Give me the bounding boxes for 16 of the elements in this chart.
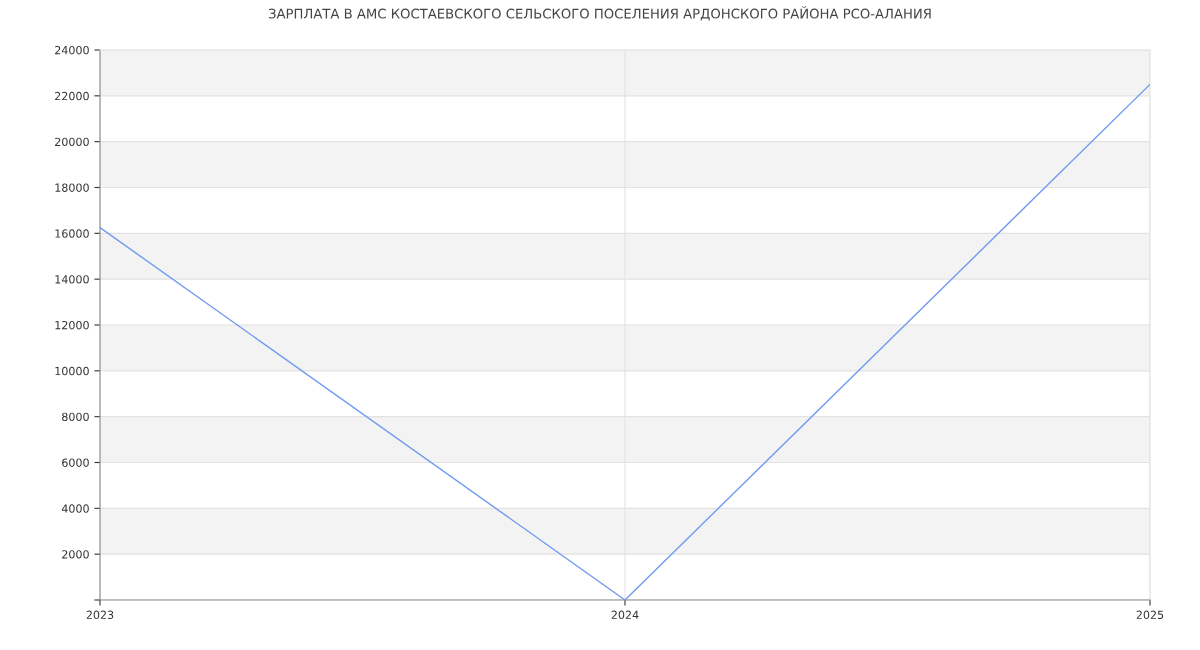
y-tick-label: 22000: [55, 91, 89, 101]
y-tick-label: 18000: [55, 183, 89, 192]
x-tick-label: 2025: [1136, 610, 1164, 620]
y-tick-label: 4000: [61, 504, 89, 513]
y-tick-label: 2000: [62, 550, 89, 559]
chart-title: ЗАРПЛАТА В АМС КОСТАЕВСКОГО СЕЛЬСКОГО ПОСЕЛЕНИЯ АРДОНСКОГО РАЙОНА РСО-АЛАНИЯ: [268, 6, 931, 21]
y-tick-label: 10000: [55, 366, 89, 376]
x-tick-label: 2023: [86, 610, 114, 620]
y-tick-label: 14000: [55, 275, 89, 284]
y-tick-label: 8000: [62, 412, 89, 422]
y-tick-label: 16000: [55, 229, 89, 238]
y-tick-label: 20000: [55, 137, 89, 147]
y-tick-label: 12000: [55, 320, 89, 330]
y-tick-label: 24000: [55, 45, 89, 55]
x-tick-label: 2024: [611, 610, 639, 620]
y-tick-label: 6000: [62, 458, 89, 467]
